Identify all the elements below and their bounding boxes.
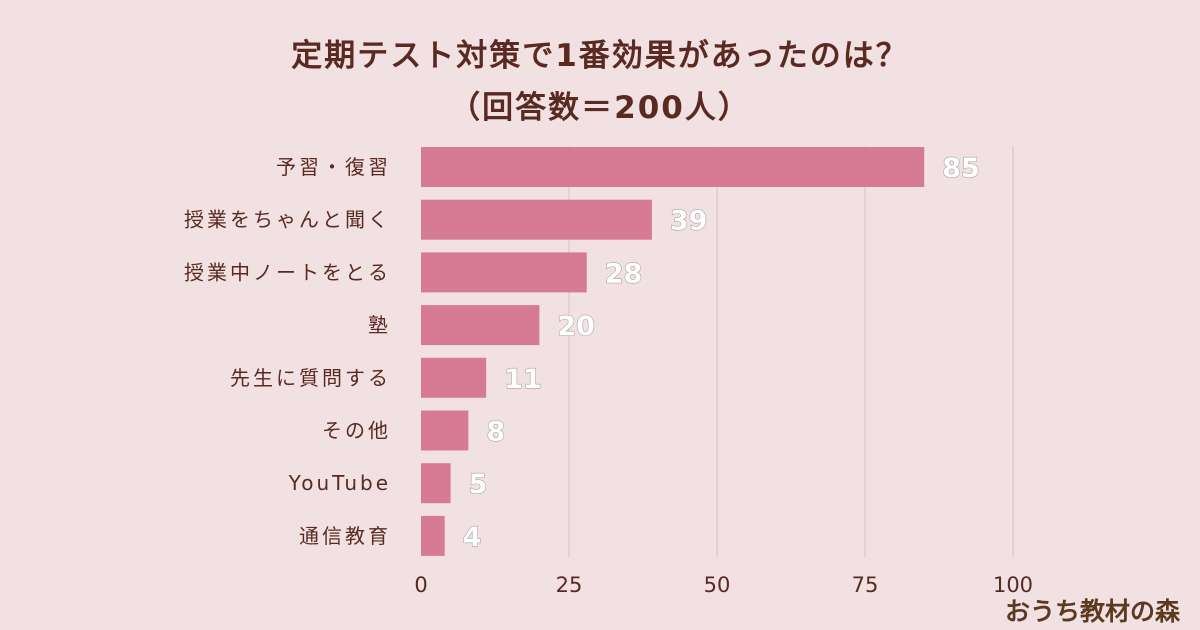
value-label: 85 (942, 153, 980, 184)
value-label: 20 (557, 311, 595, 342)
bar (421, 199, 652, 240)
bar (421, 357, 487, 398)
chart-subtitle: （回答数＝200人） (449, 90, 751, 126)
bar (421, 147, 925, 187)
x-tick-label: 75 (852, 573, 879, 597)
value-label: 5 (469, 469, 488, 500)
category-label: 先生に質問する (230, 366, 391, 390)
value-label: 8 (486, 417, 505, 448)
chart-title: 定期テスト対策で1番効果があったのは？ (291, 38, 909, 74)
bar (421, 252, 587, 293)
bar (421, 515, 445, 556)
category-label: 授業をちゃんと聞く (184, 208, 391, 232)
x-tick-label: 0 (414, 573, 427, 597)
value-label: 39 (670, 206, 708, 237)
x-tick-label: 100 (993, 573, 1033, 597)
value-label: 28 (605, 258, 643, 289)
x-tick-label: 50 (704, 573, 731, 597)
bar (421, 410, 469, 451)
category-label: 予習・復習 (276, 155, 391, 179)
value-label: 4 (463, 522, 482, 553)
x-tick-label: 25 (556, 573, 583, 597)
category-label: その他 (322, 419, 391, 443)
category-label: 通信教育 (299, 524, 391, 548)
brand-logo-text: おうち教材の森 (1004, 597, 1180, 626)
category-label: 塾 (368, 313, 391, 337)
category-label: 授業中ノートをとる (184, 260, 391, 284)
bar (421, 463, 451, 504)
bar (421, 305, 540, 346)
category-label: YouTube (288, 471, 391, 495)
value-label: 11 (504, 364, 542, 395)
